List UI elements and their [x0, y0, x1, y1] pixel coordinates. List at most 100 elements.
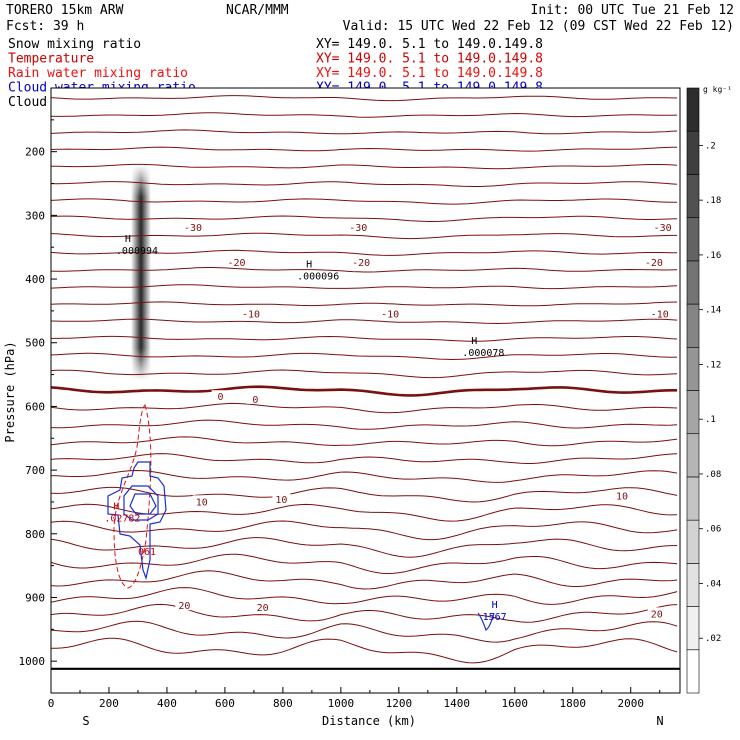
y-tick-label: 800	[25, 528, 45, 541]
endpoint-left: S	[82, 714, 89, 728]
freezing-level-contour	[51, 385, 678, 397]
contour-label: 20	[257, 603, 269, 614]
colorbar-tick-label: .04	[705, 579, 721, 589]
contour-labels: -30 -30 -30 -20 -20 -20 -10 -10 -10 0 0 10 10 10 20 20 2…	[104, 220, 672, 623]
field-xy: XY= 149.0. 5.1 to 149.0.149.8	[316, 37, 543, 52]
colorbar-tick-label: .14	[705, 306, 721, 316]
contour-label: -20	[352, 258, 370, 269]
contour-label-bg	[246, 392, 265, 404]
contour-label-bg	[253, 601, 272, 613]
colorbar-tick-label: .02	[705, 634, 721, 644]
isotherm	[51, 620, 678, 643]
isotherm	[51, 267, 678, 273]
model-label: TORERO 15km ARW	[6, 3, 124, 18]
isotherm	[51, 637, 678, 664]
field-name: Temperature	[8, 52, 94, 67]
contour-label: -20	[227, 258, 245, 269]
x-tick-label: 600	[215, 697, 235, 710]
contour-label-bg	[349, 220, 368, 232]
isotherm	[51, 232, 678, 240]
isotherm	[51, 603, 678, 623]
contour-label: 0	[218, 392, 224, 403]
isotherm	[51, 112, 678, 118]
contour-label: -20	[645, 258, 663, 269]
colorbar-segment	[686, 606, 700, 651]
isotherm	[51, 369, 678, 379]
endpoint-right: N	[656, 714, 663, 728]
colorbar-tick-label: .06	[705, 525, 721, 535]
cloud-water-contour	[107, 461, 495, 631]
colorbar-unit: g kg⁻¹	[703, 85, 732, 94]
contour-label-bg	[647, 607, 666, 619]
contour-label: -10	[242, 309, 260, 320]
high-value: .000096	[297, 272, 339, 283]
colorbar: .02 .04 .06 .08 .1 .12 .14 .16 .18 .2	[686, 87, 721, 694]
isotherm	[51, 570, 678, 590]
y-tick-label: 500	[25, 337, 45, 350]
y-tick-label: 700	[25, 464, 45, 477]
contour-label-bg	[381, 307, 400, 319]
isotherm	[51, 537, 678, 558]
isotherm	[51, 553, 678, 575]
valid-time: Valid: 15 UTC Wed 22 Feb 12 (09 CST Wed …	[343, 19, 734, 34]
forecast-hour: Fcst: 39 h	[6, 19, 84, 34]
colorbar-segment	[686, 649, 700, 694]
colorbar-tick-label: .16	[705, 251, 721, 261]
isotherm	[51, 129, 678, 135]
high-value: .000078	[462, 348, 504, 359]
y-tick-label: 300	[25, 209, 45, 222]
contour-label: -10	[381, 309, 399, 320]
colorbar-tick-label: .18	[705, 196, 721, 206]
contour-label: 10	[196, 497, 208, 508]
isotherm	[51, 436, 678, 447]
isotherm	[51, 318, 678, 325]
snow-shading	[131, 165, 151, 380]
y-axis: 200 300 400 500 600 700 800 900 1000	[19, 119, 57, 694]
contour-label-bg	[192, 495, 211, 507]
temperature-contours	[51, 95, 680, 670]
contour-label: -30	[349, 223, 367, 234]
x-tick-label: 1000	[328, 697, 355, 710]
contour-label: 20	[651, 609, 663, 620]
x-tick-label: 2000	[617, 697, 644, 710]
high-marker: H	[492, 600, 498, 611]
colorbar-segment	[686, 390, 700, 435]
isotherm	[51, 520, 678, 541]
contour-label-bg	[242, 307, 261, 319]
init-label: Init: 00 UTC Tue 21 Feb 12	[531, 3, 735, 18]
isotherm	[51, 335, 678, 342]
isotherm	[51, 352, 678, 361]
contour-annotation: 061	[138, 547, 156, 558]
isotherm	[51, 215, 678, 222]
contour-label-bg	[613, 489, 632, 501]
colorbar-segment	[686, 303, 700, 348]
contour-label: -30	[184, 223, 202, 234]
y-tick-label: 600	[25, 400, 45, 413]
high-value: .000994	[116, 246, 158, 257]
contour-label: 0	[252, 395, 258, 406]
isotherm	[51, 181, 678, 187]
high-marker: H	[306, 260, 312, 271]
y-axis-title: Pressure (hPa)	[3, 341, 17, 442]
colorbar-tick-label: .12	[705, 360, 721, 370]
x-axis-title: Distance (km)	[322, 714, 416, 728]
x-tick-label: 800	[273, 697, 293, 710]
rain-water-contour	[113, 404, 152, 589]
contour-label-bg	[352, 255, 371, 267]
isotherm	[51, 469, 678, 483]
center-label: NCAR/MMM	[226, 3, 289, 18]
y-tick-label: 1000	[19, 655, 46, 668]
contour-label: 10	[616, 492, 628, 503]
field-xy: XY= 149.0. 5.1 to 149.0.149.8	[316, 52, 543, 67]
high-value: .02782	[104, 514, 140, 525]
colorbar-segment	[686, 476, 700, 521]
x-tick-label: 400	[157, 697, 177, 710]
colorbar-segment	[686, 217, 700, 262]
contour-label: 20	[178, 601, 190, 612]
contour-label-bg	[227, 255, 246, 267]
isotherm	[51, 503, 678, 522]
field-name: Snow mixing ratio	[8, 37, 141, 52]
contour-label-bg	[211, 390, 230, 402]
colorbar-segment	[686, 346, 700, 391]
